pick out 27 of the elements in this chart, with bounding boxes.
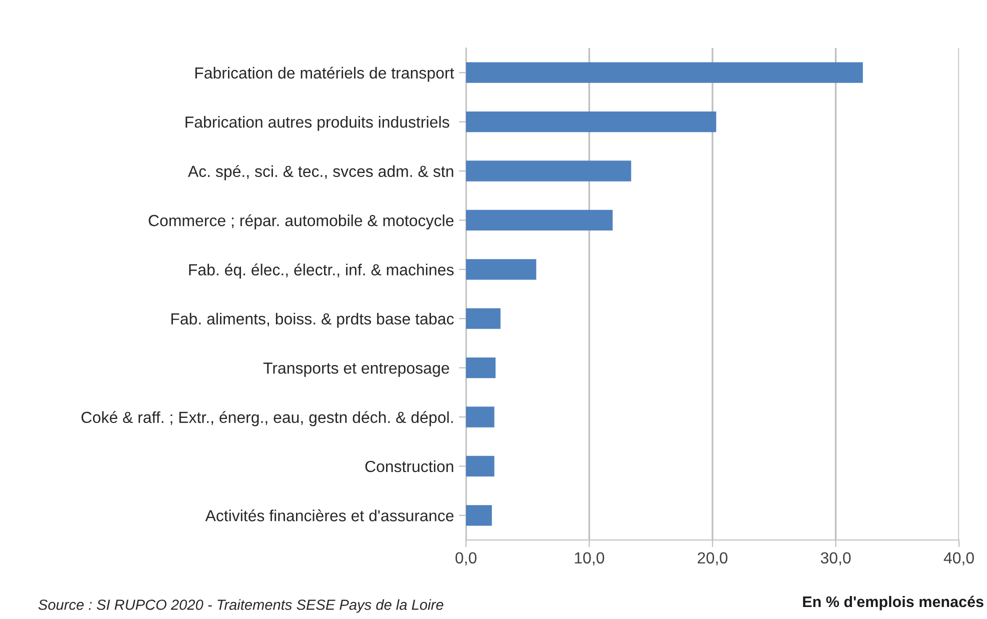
y-tick-label: Fab. éq. élec., électr., inf. & machines	[189, 264, 454, 279]
y-tick-label: Fabrication autres produits industriels	[186, 116, 450, 131]
x-tick-label: 30,0	[820, 552, 851, 566]
x-tick-label: 0,0	[456, 552, 476, 566]
x-tick-label: 40,0	[944, 552, 974, 566]
bar	[466, 210, 613, 231]
x-tick-label: 10,0	[574, 552, 604, 566]
source-note: Source : SI RUPCO 2020 - Traitements SESE Pays de la Loire	[38, 599, 444, 613]
y-tick-label: Construction	[365, 460, 454, 472]
bar	[466, 357, 496, 378]
x-tick-label: 20,0	[698, 552, 728, 566]
bar	[466, 406, 494, 428]
y-tick-label: Transports et entreposage	[263, 362, 450, 377]
bar	[466, 505, 492, 526]
bar	[466, 62, 863, 83]
y-tick-label: Commerce ; répar. automobile & motocycle	[148, 214, 454, 230]
y-tick-label: Ac. spé., sci. & tec., svces adm. & stn	[188, 165, 454, 180]
y-tick-label: Activités financières et d'assurance	[205, 509, 454, 522]
bar	[466, 111, 716, 132]
bar	[466, 308, 501, 329]
bar	[466, 160, 632, 182]
y-tick-label: Fabrication de matériels de transport	[195, 66, 454, 82]
bar	[466, 456, 494, 477]
x-axis-title: En % d'emplois menacés	[803, 596, 984, 610]
bar	[466, 259, 536, 280]
y-tick-label: Coké & raff. ; Extr., énerg., eau, gestn déch. & dépol.	[82, 411, 453, 426]
y-tick-label: Fab. aliments, boiss. & prdts base tabac	[171, 312, 454, 328]
